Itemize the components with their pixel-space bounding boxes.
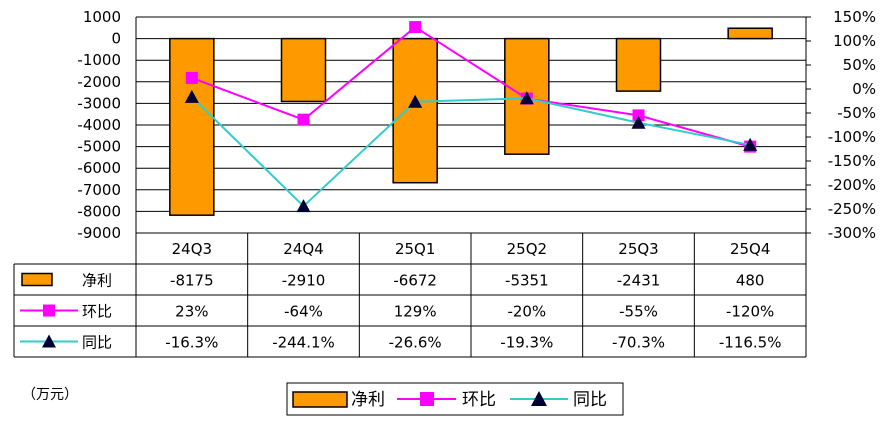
right-tick-label: -50%	[837, 104, 876, 122]
data-cell: -6672	[393, 272, 437, 290]
marker-mom	[297, 113, 310, 126]
data-cell: -64%	[284, 303, 323, 321]
left-tick-label: -3000	[77, 94, 121, 112]
marker-yoy	[519, 91, 534, 105]
axes: 1000 0 -1000 -2000 -3000 -4000 -5000 -6000 -7000…	[77, 8, 876, 242]
row-series-name: 环比	[82, 303, 112, 321]
marker-mom	[632, 109, 645, 122]
data-cell: -2910	[282, 272, 326, 290]
bar-series-net-profit	[169, 27, 773, 216]
left-tick-label: -7000	[77, 181, 121, 199]
legend-key-marker	[531, 391, 547, 406]
left-tick-label: -6000	[77, 159, 121, 177]
data-cell: -55%	[619, 303, 658, 321]
right-tick-label: -150%	[828, 152, 876, 170]
marker-yoy	[408, 94, 423, 108]
right-tick-label: 100%	[833, 32, 876, 50]
legend-label: 环比	[462, 390, 496, 410]
marker-yoy	[296, 199, 311, 213]
data-cell: -116.5%	[719, 334, 782, 352]
data-cell: 129%	[394, 303, 437, 321]
data-cell: -70.3%	[612, 334, 665, 352]
bar	[615, 37, 662, 92]
row-series-name: 同比	[82, 334, 112, 352]
data-cell: 480	[736, 272, 765, 290]
row-key-bar	[21, 272, 53, 287]
marker-yoy	[743, 137, 758, 151]
marker-mom	[185, 71, 198, 84]
left-tick-label: -9000	[77, 224, 121, 242]
data-cell: 23%	[175, 303, 208, 321]
data-cell: -20%	[507, 303, 546, 321]
data-cell: -2431	[617, 272, 661, 290]
left-tick-label: -8000	[77, 202, 121, 220]
marker-yoy	[184, 89, 199, 103]
line-mom	[191, 25, 751, 148]
right-tick-label: -200%	[828, 176, 876, 194]
right-tick-label: 150%	[833, 8, 876, 26]
data-cell: -26.6%	[389, 334, 442, 352]
left-tick-label: -2000	[77, 73, 121, 91]
left-tick-label: -5000	[77, 138, 121, 156]
row-key-marker	[43, 304, 55, 317]
bar	[727, 27, 773, 40]
data-cell: -19.3%	[500, 334, 553, 352]
category-label: 24Q4	[283, 240, 323, 258]
data-table: 24Q3 24Q4 25Q1 25Q2 25Q3 25Q4 净利 -8175 -2910 -667…	[13, 232, 807, 358]
legend-label: 净利	[351, 390, 385, 410]
left-tick-label: -1000	[77, 51, 121, 69]
legend: 净利 环比 同比	[286, 382, 624, 416]
category-label: 25Q3	[618, 240, 658, 258]
marker-yoy	[631, 115, 646, 129]
legend-key-bar	[292, 391, 348, 408]
left-tick-label: -4000	[77, 116, 121, 134]
data-cell: -8175	[170, 272, 214, 290]
category-label: 25Q4	[730, 240, 770, 258]
left-tick-label: 0	[111, 30, 121, 48]
legend-key-marker	[420, 392, 434, 406]
line-series	[184, 21, 758, 213]
data-cell: -244.1%	[272, 334, 335, 352]
right-tick-label: -300%	[828, 224, 876, 242]
unit-label: （万元）	[22, 387, 78, 403]
row-series-name: 净利	[82, 272, 112, 290]
bar	[169, 37, 215, 216]
category-label: 25Q1	[395, 240, 435, 258]
data-cell: -16.3%	[165, 334, 218, 352]
line-yoy	[191, 96, 751, 208]
category-label: 25Q2	[507, 240, 547, 258]
data-cell: -5351	[505, 272, 549, 290]
category-label: 24Q3	[172, 240, 212, 258]
data-cell: -120%	[726, 303, 774, 321]
grid-lines	[136, 16, 806, 234]
right-tick-label: 50%	[843, 56, 876, 74]
marker-mom	[409, 21, 422, 34]
legend-label: 同比	[573, 390, 607, 410]
right-tick-label: -100%	[828, 128, 876, 146]
bar	[392, 37, 438, 184]
right-tick-label: -250%	[828, 200, 876, 218]
bar	[280, 37, 327, 103]
row-key-marker	[42, 334, 56, 348]
right-tick-label: 0%	[852, 80, 876, 98]
left-tick-label: 1000	[83, 8, 121, 26]
